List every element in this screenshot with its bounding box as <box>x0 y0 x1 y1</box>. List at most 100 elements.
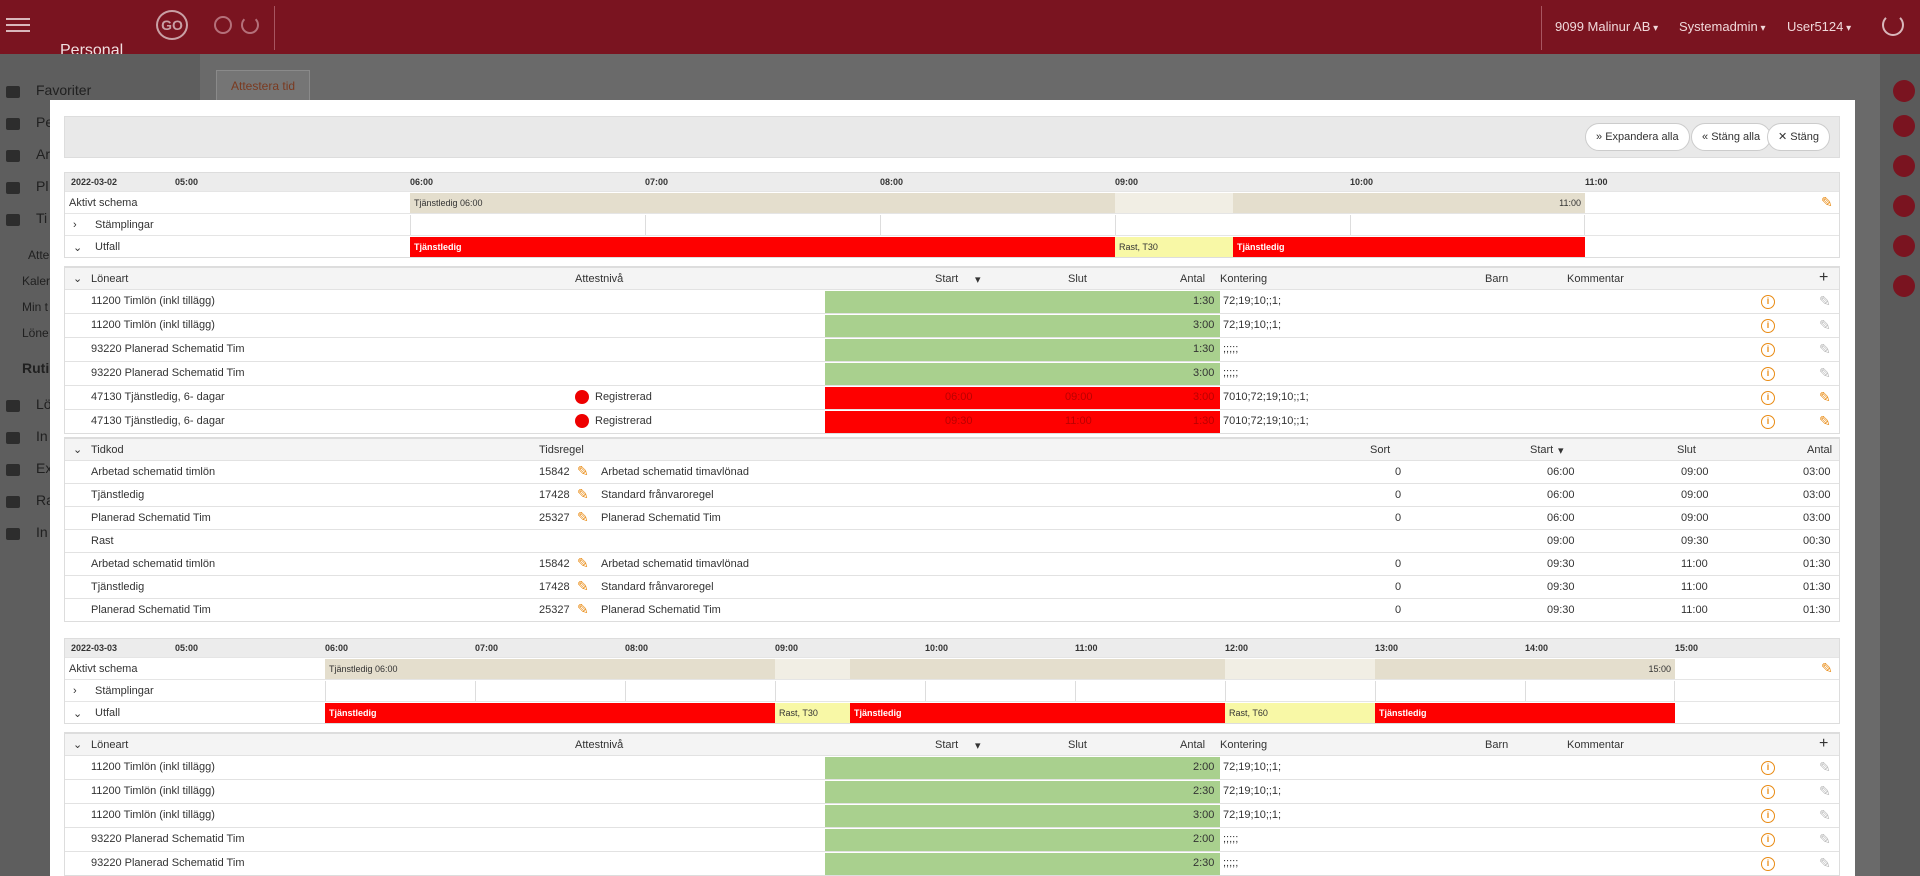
power-small-icon[interactable] <box>241 16 259 34</box>
hamburger-menu-icon[interactable] <box>6 14 30 34</box>
outcome-segment[interactable]: Tjänstledig <box>410 237 1115 257</box>
sun-icon[interactable] <box>214 16 232 34</box>
edit-icon[interactable]: ✎ <box>1819 341 1831 357</box>
pay-row[interactable]: 11200 Timlön (inkl tillägg) 2:30 72;19;10;… <box>65 779 1839 803</box>
edit-icon[interactable]: ✎ <box>1819 759 1831 775</box>
time-row[interactable]: Arbetad schematid timlön 15842 ✎ Arbetad sc… <box>65 460 1839 483</box>
sidebar-item[interactable]: Ra <box>36 492 54 508</box>
sidebar-item[interactable]: Ruti <box>22 360 50 376</box>
user-menu[interactable]: User5124 <box>1787 19 1851 34</box>
col-header[interactable]: Sort <box>1370 444 1391 456</box>
edit-icon[interactable]: ✎ <box>1819 413 1831 429</box>
edit-icon[interactable]: ✎ <box>1819 365 1831 381</box>
col-header[interactable]: Antal <box>1807 444 1833 456</box>
pay-row[interactable]: 93220 Planerad Schematid Tim 2:00;;;;; i ✎ <box>65 827 1839 851</box>
col-header[interactable]: Kommentar <box>1567 739 1624 751</box>
col-header[interactable]: Barn <box>1485 739 1509 751</box>
outcome-segment[interactable]: Tjänstledig <box>1375 703 1675 723</box>
action-icon[interactable] <box>1893 275 1915 297</box>
pay-row[interactable]: 47130 Tjänstledig, 6- dagar Registrerad 09… <box>65 409 1839 433</box>
outcome-segment[interactable]: Rast, T30 <box>1115 237 1233 257</box>
pay-row[interactable]: 11200 Timlön (inkl tillägg) 2:00 72;19;10;… <box>65 755 1839 779</box>
edit-icon[interactable]: ✎ <box>1819 855 1831 871</box>
edit-icon[interactable]: ✎ <box>1819 783 1831 799</box>
pay-row[interactable]: 93220 Planerad Schematid Tim 3:00;;;;; i ✎ <box>65 361 1839 385</box>
add-icon[interactable]: + <box>1819 269 1829 286</box>
edit-rule-icon[interactable]: ✎ <box>577 578 589 594</box>
col-header[interactable]: Tidkod <box>91 444 124 456</box>
info-icon[interactable]: i <box>1761 391 1775 405</box>
collapse-all-button[interactable]: « Stäng alla <box>1691 123 1772 151</box>
edit-rule-icon[interactable]: ✎ <box>577 555 589 571</box>
sidebar-item-favoriter[interactable]: Favoriter <box>36 82 92 98</box>
sidebar-item[interactable]: Min t <box>22 300 49 314</box>
outcome-segment[interactable]: Tjänstledig <box>325 703 775 723</box>
time-row[interactable]: Planerad Schematid Tim 25327 ✎ Planerad Sch… <box>65 598 1839 621</box>
sidebar-item[interactable]: Lö <box>36 396 52 412</box>
action-icon[interactable] <box>1893 195 1915 217</box>
role-menu[interactable]: Systemadmin <box>1679 19 1766 34</box>
edit-schedule-icon[interactable]: ✎ <box>1821 660 1833 676</box>
chevron-down-icon[interactable]: ⌄ <box>73 242 83 254</box>
sidebar-item[interactable]: In <box>36 428 48 444</box>
edit-rule-icon[interactable]: ✎ <box>577 509 589 525</box>
col-header[interactable]: Löneart <box>91 739 129 751</box>
edit-icon[interactable]: ✎ <box>1819 293 1831 309</box>
chevron-down-icon[interactable]: ⌄ <box>73 739 83 751</box>
info-icon[interactable]: i <box>1761 857 1775 871</box>
edit-rule-icon[interactable]: ✎ <box>577 486 589 502</box>
sidebar-item[interactable]: Ti <box>36 210 48 226</box>
sidebar-item[interactable]: In <box>36 524 48 540</box>
tab-attestera-tid[interactable]: Attestera tid <box>216 70 311 101</box>
chevron-right-icon[interactable]: › <box>73 219 77 231</box>
chevron-right-icon[interactable]: › <box>73 685 77 697</box>
col-header[interactable]: Attestnivå <box>575 273 624 285</box>
outcome-segment[interactable]: Rast, T30 <box>775 703 850 723</box>
pay-row[interactable]: 93220 Planerad Schematid Tim 2:30;;;;; i ✎ <box>65 851 1839 875</box>
info-icon[interactable]: i <box>1761 809 1775 823</box>
col-header[interactable]: Antal <box>1180 739 1206 751</box>
time-row[interactable]: Planerad Schematid Tim 25327 ✎ Planerad Sch… <box>65 506 1839 529</box>
company-menu[interactable]: 9099 Malinur AB <box>1555 19 1658 34</box>
info-icon[interactable]: i <box>1761 785 1775 799</box>
sidebar-item[interactable]: Löne <box>22 326 49 340</box>
outcome-segment[interactable]: Tjänstledig <box>1233 237 1585 257</box>
sidebar-item[interactable]: Pe <box>36 114 54 130</box>
info-icon[interactable]: i <box>1761 343 1775 357</box>
sidebar-item[interactable]: Atte <box>28 248 50 262</box>
info-icon[interactable]: i <box>1761 295 1775 309</box>
chevron-down-icon[interactable]: ⌄ <box>73 708 83 720</box>
chevron-down-icon[interactable]: ⌄ <box>73 273 83 285</box>
edit-rule-icon[interactable]: ✎ <box>577 463 589 479</box>
col-header[interactable]: Antal <box>1180 273 1206 285</box>
col-header[interactable]: Kommentar <box>1567 273 1624 285</box>
action-icon[interactable] <box>1893 115 1915 137</box>
logout-icon[interactable] <box>1882 14 1904 36</box>
schedule-block[interactable]: 11:00 <box>1233 193 1585 213</box>
pay-row[interactable]: 11200 Timlön (inkl tillägg) 3:00 72;19;10;… <box>65 313 1839 337</box>
schedule-block[interactable]: Tjänstledig 06:00 <box>410 193 1115 213</box>
col-header[interactable]: Attestnivå <box>575 739 624 751</box>
pay-row[interactable]: 11200 Timlön (inkl tillägg) 3:00 72;19;10;… <box>65 803 1839 827</box>
col-header[interactable]: Start <box>1530 444 1554 456</box>
edit-icon[interactable]: ✎ <box>1819 831 1831 847</box>
col-header[interactable]: Slut <box>1068 273 1087 285</box>
chevron-down-icon[interactable]: ⌄ <box>73 444 83 456</box>
pay-row[interactable]: 11200 Timlön (inkl tillägg) 1:30 72;19;10;… <box>65 289 1839 313</box>
outcome-segment[interactable]: Tjänstledig <box>850 703 1225 723</box>
edit-rule-icon[interactable]: ✎ <box>577 601 589 617</box>
sidebar-item[interactable]: Ar <box>36 146 50 162</box>
info-icon[interactable]: i <box>1761 761 1775 775</box>
col-header[interactable]: Start <box>935 739 959 751</box>
outcome-segment[interactable]: Rast, T60 <box>1225 703 1375 723</box>
schedule-block[interactable]: Tjänstledig 06:00 <box>325 659 775 679</box>
col-header[interactable]: Löneart <box>91 273 129 285</box>
edit-icon[interactable]: ✎ <box>1819 389 1831 405</box>
schedule-block[interactable]: 15:00 <box>1375 659 1675 679</box>
pay-row[interactable]: 93220 Planerad Schematid Tim 1:30;;;;; i ✎ <box>65 337 1839 361</box>
sidebar-item[interactable]: Ex <box>36 460 53 476</box>
time-row[interactable]: Arbetad schematid timlön 15842 ✎ Arbetad sc… <box>65 552 1839 575</box>
expand-all-button[interactable]: » Expandera alla <box>1585 123 1690 151</box>
col-header[interactable]: Kontering <box>1220 273 1268 285</box>
info-icon[interactable]: i <box>1761 415 1775 429</box>
